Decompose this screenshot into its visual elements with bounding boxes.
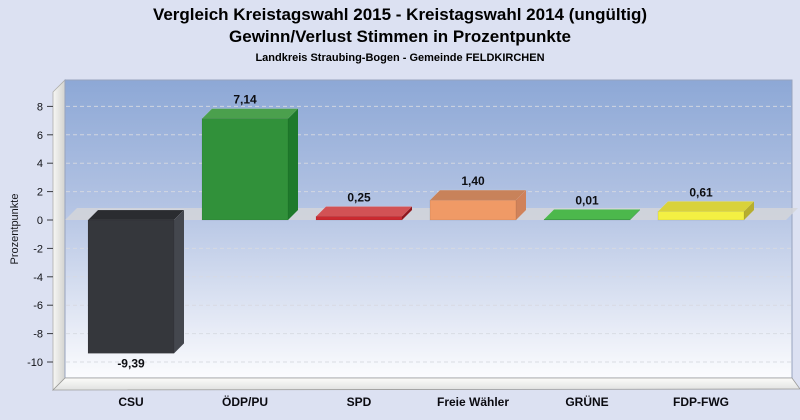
bar-side-face bbox=[516, 190, 526, 220]
bar-fdp-fwg: 0,61 bbox=[657, 185, 755, 221]
bar-top-face bbox=[87, 209, 185, 221]
bar-front-face bbox=[543, 219, 631, 221]
bar-front-face bbox=[87, 219, 175, 354]
bar-top-face bbox=[657, 201, 755, 212]
bar-value-label: 7,14 bbox=[233, 93, 257, 107]
bar-top-face bbox=[429, 189, 527, 201]
bar-value-label: 0,25 bbox=[347, 190, 371, 204]
y-tick-label: -8 bbox=[33, 329, 43, 341]
bar-top-face bbox=[315, 206, 413, 217]
bar-value-label: 0,61 bbox=[689, 185, 713, 199]
chart-3d-left-wall bbox=[52, 79, 66, 391]
y-axis-title: Prozentpunkte bbox=[9, 194, 21, 265]
bar-grüne: 0,01 bbox=[543, 193, 641, 221]
x-axis-label-freie-wähler: Freie Wähler bbox=[437, 395, 509, 409]
gridlines bbox=[66, 105, 791, 363]
bar-top-face bbox=[201, 108, 299, 119]
bar-value-label: 0,01 bbox=[575, 193, 599, 207]
bar-side-face bbox=[402, 206, 412, 220]
x-axis-label-spd: SPD bbox=[347, 395, 372, 409]
bar-freie-wähler: 1,40 bbox=[429, 174, 527, 221]
chart-title-line1: Vergleich Kreistagswahl 2015 - Kreistags… bbox=[152, 5, 648, 24]
y-tick-label: 6 bbox=[37, 130, 43, 142]
y-tick-label: -4 bbox=[33, 272, 43, 284]
chart-title-line2: Gewinn/Verlust Stimmen in Prozentpunkte bbox=[229, 27, 571, 46]
y-tick-label: 0 bbox=[37, 215, 43, 227]
chart-3d-floor bbox=[52, 377, 800, 391]
bar-side-face bbox=[288, 108, 298, 220]
bars: -9,39 7,14 0,25 1,40 0,01 0,61 bbox=[87, 93, 755, 370]
y-tick-label: -6 bbox=[33, 300, 43, 312]
bar-ödp-pu: 7,14 bbox=[201, 93, 299, 221]
y-tick-label: -10 bbox=[27, 357, 43, 369]
bar-spd: 0,25 bbox=[315, 190, 413, 221]
bar-front-face bbox=[657, 211, 745, 221]
bar-front-face bbox=[429, 199, 517, 221]
chart-header: Vergleich Kreistagswahl 2015 - Kreistags… bbox=[0, 4, 800, 65]
bar-side-face bbox=[744, 201, 754, 220]
bar-front-face bbox=[315, 216, 403, 221]
bar-top-face bbox=[543, 209, 641, 220]
chart-subtitle: Landkreis Straubing-Bogen - Gemeinde FEL… bbox=[255, 52, 545, 64]
y-axis-ticks: 8 6 4 2 0 -2 -4 -6 -8 -10 bbox=[27, 101, 53, 369]
bar-value-label: 1,40 bbox=[461, 174, 485, 188]
y-tick-label: -2 bbox=[33, 243, 43, 255]
x-axis-label-csu: CSU bbox=[118, 395, 143, 409]
y-tick-label: 8 bbox=[37, 101, 43, 113]
bar-front-face bbox=[201, 118, 289, 221]
x-axis-label-fdp-fwg: FDP-FWG bbox=[673, 395, 729, 409]
y-tick-label: 4 bbox=[37, 158, 43, 170]
plot-area bbox=[64, 79, 793, 379]
x-axis-label-grüne: GRÜNE bbox=[565, 394, 608, 409]
x-axis-labels: CSU ÖDP/PU SPD Freie Wähler GRÜNE FDP-FWG bbox=[118, 394, 729, 409]
bar-side-face bbox=[630, 209, 640, 220]
y-tick-label: 2 bbox=[37, 187, 43, 199]
bar-csu: -9,39 bbox=[87, 209, 185, 370]
bar-side-face bbox=[174, 210, 184, 354]
bar-value-label: -9,39 bbox=[117, 356, 145, 370]
x-axis-label-ödp-pu: ÖDP/PU bbox=[222, 394, 268, 409]
